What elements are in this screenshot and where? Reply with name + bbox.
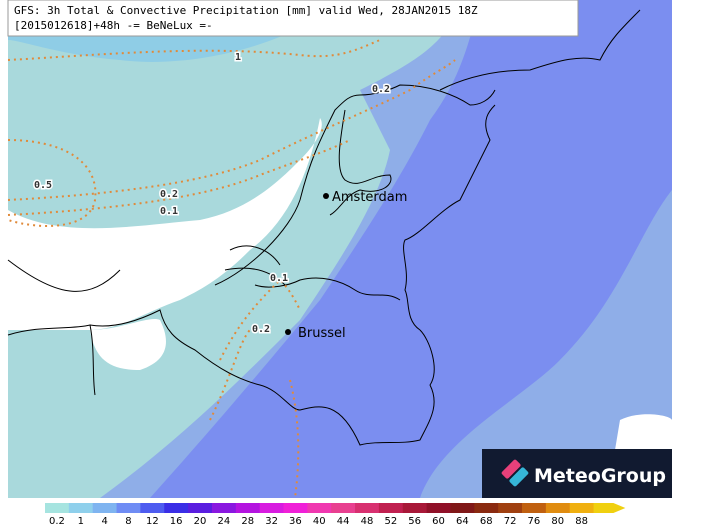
colorbar-segment (426, 503, 451, 513)
contour-label: 0.2 (160, 189, 178, 200)
contour-label: 0.1 (160, 206, 178, 217)
city-label: Brussel (298, 326, 346, 341)
colorbar-label: 16 (170, 516, 183, 527)
colorbar-segment (45, 503, 70, 513)
colorbar-segment (378, 503, 404, 513)
colorbar-segment (545, 503, 571, 513)
logo-box (482, 449, 672, 498)
colorbar-label: 40 (313, 516, 326, 527)
coast (329, 109, 392, 216)
colorbar-segment (402, 503, 428, 513)
colorbar-label: 20 (194, 516, 207, 527)
colorbar-label: 60 (432, 516, 445, 527)
colorbar-segment (450, 503, 475, 513)
colorbar-label: 44 (337, 516, 350, 527)
colorbar-label: 8 (125, 516, 131, 527)
colorbar-segment (235, 503, 261, 513)
city-dot (323, 193, 329, 199)
coast (224, 245, 401, 301)
colorbar-label: 12 (146, 516, 159, 527)
colorbar-segment (140, 503, 165, 513)
colorbar-arrow (593, 503, 626, 513)
contour-label: 0.2 (372, 84, 390, 95)
colorbar-segment (474, 503, 499, 513)
colorbar-label: 72 (504, 516, 517, 527)
coast (439, 9, 641, 91)
colorbar-label: 52 (384, 516, 397, 527)
precip-area (150, 0, 672, 498)
contours (7, 39, 456, 499)
colorbar-segment (569, 503, 595, 513)
colorbar-segment (522, 503, 547, 513)
colorbar-segment (331, 503, 356, 513)
colorbar-label: 24 (218, 516, 231, 527)
city-dot (285, 329, 291, 335)
colorbar-segment (116, 503, 141, 513)
contour-label: 0.1 (270, 273, 288, 284)
colorbar-segment (188, 503, 213, 513)
land-white (90, 318, 166, 370)
border (7, 104, 496, 446)
city-label: Amsterdam (332, 190, 407, 205)
colorbar-segment (355, 503, 380, 513)
header-line: GFS: 3h Total & Convective Precipitation… (14, 4, 478, 17)
colorbar-segment (211, 503, 237, 513)
logo-icon (501, 459, 529, 487)
colorbar-label: 64 (456, 516, 469, 527)
colorbar-segment (259, 503, 284, 513)
colorbar-segment (164, 503, 189, 513)
colorbar-label: 28 (241, 516, 254, 527)
colorbar-label: 80 (551, 516, 564, 527)
colorbar-segment (92, 503, 118, 513)
logo-text: MeteoGroup (534, 465, 666, 487)
colorbar-label: 36 (289, 516, 302, 527)
colorbar-label: 0.2 (49, 516, 65, 527)
colorbar-label: 76 (528, 516, 541, 527)
colorbar-segment (498, 503, 523, 513)
colorbar-segment (307, 503, 332, 513)
colorbar-label: 88 (575, 516, 588, 527)
coastlines (7, 9, 641, 446)
colorbar-label: 32 (265, 516, 278, 527)
colorbar-label: 56 (408, 516, 421, 527)
colorbar-label: 4 (101, 516, 107, 527)
colorbar-label: 68 (480, 516, 493, 527)
contour-label: 1 (235, 52, 241, 63)
colorbar-label: 1 (78, 516, 84, 527)
header-line: [2015012618]+48h -= BeNeLux =- (14, 19, 213, 32)
land-white (615, 414, 672, 450)
contour-label: 0.5 (34, 180, 52, 191)
colorbar-label: 48 (361, 516, 374, 527)
colorbar-segment (283, 503, 308, 513)
contour-label: 0.2 (252, 324, 270, 335)
land-white (8, 118, 322, 330)
header-box (7, 0, 579, 37)
coast (214, 84, 496, 286)
colorbar-segment (68, 503, 94, 513)
